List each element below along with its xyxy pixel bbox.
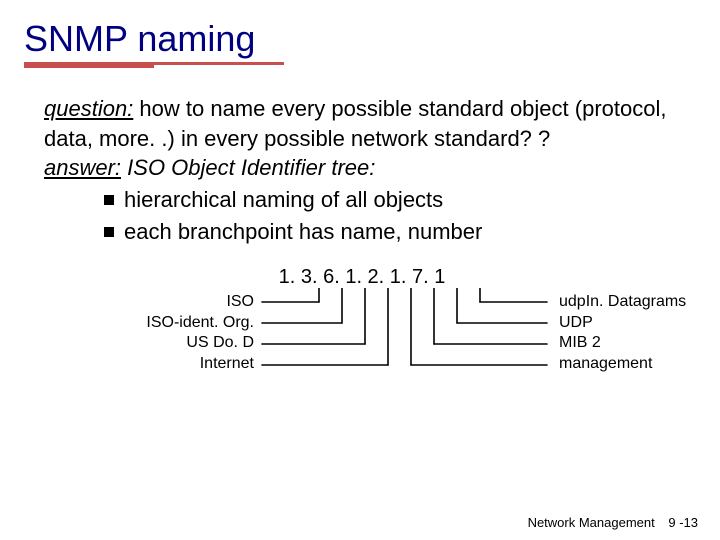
bullet-text: hierarchical naming of all objects: [124, 185, 443, 215]
bullet-text: each branchpoint has name, number: [124, 217, 482, 247]
connector-lines: [44, 288, 720, 418]
bullet-list: hierarchical naming of all objects each …: [44, 185, 680, 246]
oid-string: 1. 3. 6. 1. 2. 1. 7. 1: [44, 264, 680, 291]
answer-line: answer: ISO Object Identifier tree:: [44, 153, 680, 183]
bullet-icon: [104, 227, 114, 237]
list-item: hierarchical naming of all objects: [104, 185, 680, 215]
answer-text: ISO Object Identifier tree:: [121, 155, 375, 180]
slide-title: SNMP naming: [0, 0, 720, 62]
title-underline: [24, 62, 284, 66]
question-line: question: how to name every possible sta…: [44, 94, 680, 153]
list-item: each branchpoint has name, number: [104, 217, 680, 247]
footer-chapter: Network Management: [528, 515, 655, 530]
question-text: how to name every possible standard obje…: [44, 96, 666, 151]
answer-label: answer:: [44, 155, 121, 180]
slide-footer: Network Management 9 -13: [528, 515, 698, 530]
footer-page: 9 -13: [668, 515, 698, 530]
body-text: question: how to name every possible sta…: [0, 66, 720, 424]
oid-diagram: 1. 3. 6. 1. 2. 1. 7. 1 ISO ISO-ident. Or…: [44, 264, 680, 424]
question-label: question:: [44, 96, 133, 121]
bullet-icon: [104, 195, 114, 205]
